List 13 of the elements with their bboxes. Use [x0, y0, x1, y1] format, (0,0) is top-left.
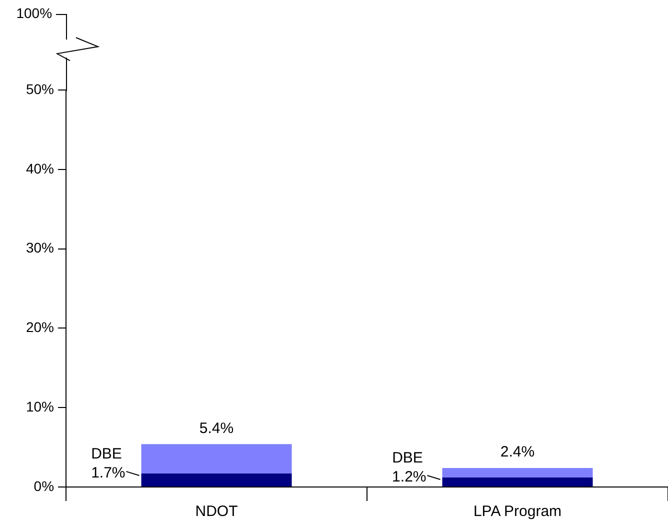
y-tick-label: 0% — [34, 478, 54, 494]
y-tick-label: 20% — [26, 319, 54, 336]
y-tick-label: 30% — [26, 240, 54, 256]
y-tick-label: 40% — [26, 160, 54, 176]
x-tick-label: NDOT — [195, 503, 238, 520]
text: 100% — [16, 5, 52, 21]
y-tick-label: 50% — [26, 80, 54, 97]
total-label: 2.4% — [500, 444, 535, 461]
y-tick-label: 10% — [26, 398, 54, 414]
data-label: DBE 1.7% — [91, 446, 126, 482]
data-label: DBE 1.2% — [392, 449, 426, 486]
x-tick-label: LPA Program — [473, 503, 562, 520]
total-label: 5.4% — [199, 420, 234, 437]
